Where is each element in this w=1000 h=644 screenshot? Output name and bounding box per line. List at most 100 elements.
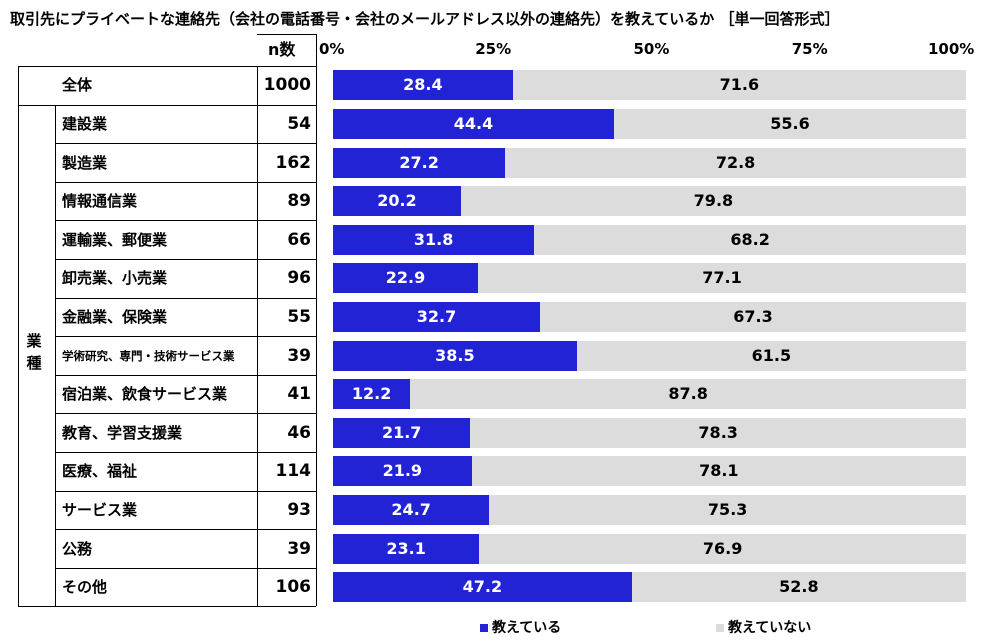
table-divider	[55, 259, 316, 260]
bar-segment-no	[512, 70, 966, 101]
n-value: 54	[287, 113, 311, 134]
legend-label: 教えている	[492, 620, 562, 636]
data-label: 21.7	[381, 422, 422, 442]
bar-segment-no	[631, 572, 966, 603]
bar-segment-yes	[333, 147, 506, 178]
table-divider	[18, 104, 316, 106]
data-label: 31.8	[413, 229, 454, 249]
axis-tick-label: 75%	[791, 40, 828, 58]
bar-segment-no	[534, 224, 966, 255]
bar-segment-no	[477, 263, 966, 294]
n-value: 46	[287, 422, 311, 443]
bar-segment-yes	[333, 379, 411, 410]
legend-label: 教えていない	[728, 620, 812, 636]
bar-segment-yes	[333, 572, 632, 603]
data-label: 75.3	[707, 499, 748, 519]
data-label: 20.2	[377, 191, 417, 211]
data-label: 21.9	[382, 461, 423, 481]
n-value: 39	[287, 345, 311, 366]
category-label: サービス業	[62, 500, 138, 519]
category-label: 医療、福祉	[62, 462, 138, 481]
axis-tick-label: 100%	[928, 40, 975, 58]
table-divider	[55, 567, 316, 569]
n-value: 93	[287, 499, 311, 520]
table-divider	[257, 34, 316, 35]
n-value: 39	[287, 538, 311, 559]
chart-title: 取引先にプライベートな連絡先（会社の電話番号・会社のメールアドレス以外の連絡先）…	[10, 10, 840, 28]
bar-segment-yes	[333, 301, 540, 332]
bar-segment-yes	[333, 224, 535, 255]
data-label: 27.2	[399, 152, 439, 172]
table-divider	[55, 490, 316, 492]
data-label: 76.9	[702, 538, 743, 558]
bar-segment-yes	[333, 417, 471, 448]
table-divider	[55, 336, 316, 338]
legend-swatch	[716, 624, 724, 632]
n-value: 66	[287, 229, 311, 250]
bar-segment-yes	[333, 263, 478, 294]
category-label: 建設業	[62, 114, 108, 133]
bar-segment-yes	[333, 70, 513, 101]
data-label: 47.2	[462, 577, 503, 597]
bar-segment-yes	[333, 456, 472, 487]
table-divider	[55, 297, 316, 299]
legend-swatch	[480, 624, 488, 632]
bar-segment-no	[576, 340, 966, 371]
data-label: 78.3	[698, 422, 738, 442]
bar-segment-no	[505, 147, 966, 178]
bar-segment-no	[460, 186, 966, 217]
table-divider	[55, 413, 316, 415]
bar-segment-no	[479, 533, 966, 564]
data-label: 38.5	[435, 345, 475, 365]
n-value: 1000	[263, 75, 311, 96]
bar-segment-no	[471, 456, 966, 487]
bar-segment-yes	[333, 340, 577, 371]
category-label: 教育、学習支援業	[62, 423, 183, 442]
category-label: 製造業	[62, 153, 108, 172]
data-label: 79.8	[693, 191, 734, 211]
n-value: 55	[287, 306, 311, 327]
category-label: 卸売業、小売業	[62, 269, 168, 288]
category-label: 公務	[62, 539, 93, 558]
data-label: 71.6	[719, 75, 760, 95]
bar-segment-no	[410, 379, 966, 410]
table-divider	[18, 66, 19, 607]
n-value: 41	[287, 384, 311, 405]
bar-segment-no	[470, 417, 966, 448]
data-label: 68.2	[730, 229, 770, 249]
group-label-char-2: 種	[26, 354, 42, 372]
category-label: 情報通信業	[62, 192, 138, 211]
legend-item: 教えていない	[716, 617, 811, 637]
data-label: 44.4	[453, 113, 494, 133]
data-label: 52.8	[779, 577, 819, 597]
group-label-char-1: 業	[26, 332, 42, 350]
table-divider	[55, 143, 316, 145]
data-label: 24.7	[391, 499, 431, 519]
data-label: 87.8	[668, 384, 708, 404]
axis-tick-label: 50%	[633, 40, 670, 58]
category-label: 全体	[62, 76, 93, 95]
data-label: 67.3	[733, 306, 773, 326]
data-label: 22.9	[385, 268, 426, 288]
category-label: 宿泊業、飲食サービス業	[62, 385, 228, 404]
bar-segment-yes	[333, 186, 461, 217]
group-label-industry: 業 種	[24, 330, 44, 374]
n-value: 114	[275, 461, 312, 482]
table-divider	[316, 34, 317, 607]
n-value: 96	[287, 268, 311, 289]
table-divider	[55, 220, 316, 222]
bar-segment-no	[539, 301, 966, 332]
data-label: 12.2	[351, 384, 392, 404]
table-divider	[18, 606, 316, 608]
table-divider	[55, 104, 56, 607]
table-divider	[55, 529, 316, 531]
data-label: 28.4	[403, 75, 443, 95]
data-label: 61.5	[751, 345, 792, 365]
category-label: 学術研究、専門・技術サービス業	[62, 348, 235, 363]
n-value: 106	[275, 577, 312, 598]
bar-segment-yes	[333, 533, 480, 564]
bar-segment-yes	[333, 494, 490, 525]
bar-segment-no	[614, 108, 966, 139]
data-label: 77.1	[702, 268, 742, 288]
n-value: 162	[275, 152, 312, 173]
